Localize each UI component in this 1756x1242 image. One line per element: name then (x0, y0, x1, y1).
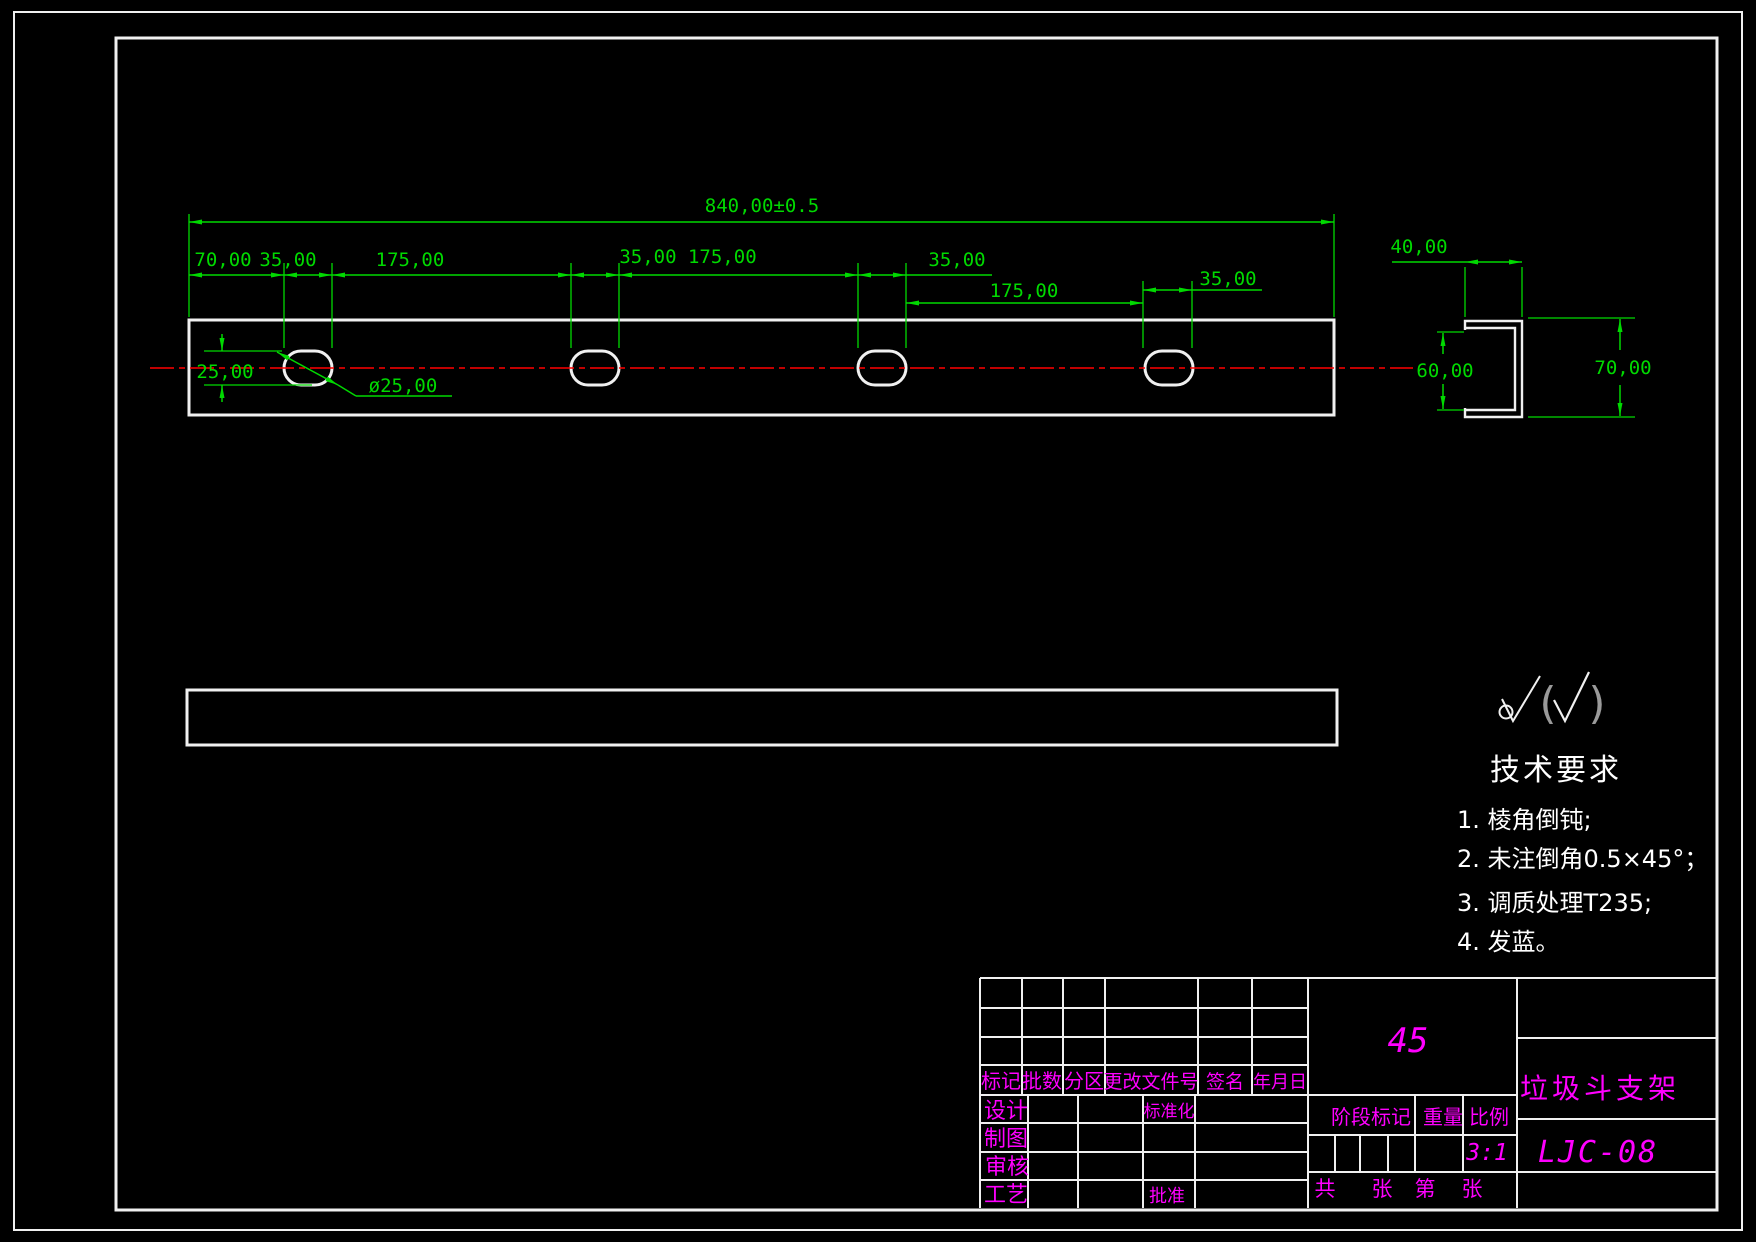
title-block-grid (979, 977, 1717, 1208)
paren-open: ( (1539, 678, 1556, 729)
tb-role-standardization: 标准化 (1144, 1102, 1195, 1122)
tb-header-date: 年月日 (1253, 1072, 1307, 1093)
dim-slot-height: 25,00 (196, 361, 253, 383)
tb-header-mark: 标记 (981, 1069, 1021, 1093)
tb-role-process: 工艺 (984, 1183, 1028, 1208)
title-block-texts: 标记 批数 分区 更改文件号 签名 年月日 设计 标准化 制图 审核 工艺 批准… (981, 1021, 1680, 1208)
dimension-arrows (189, 219, 1623, 416)
paren-close: ) (1588, 678, 1605, 729)
dim-pitch3: 175,00 (990, 280, 1059, 302)
tb-stage-mark: 阶段标记 (1331, 1105, 1411, 1129)
surface-roughness-note: ( ) (1498, 671, 1606, 729)
tb-role-design: 设计 (984, 1099, 1028, 1124)
tb-weight: 重量 (1423, 1105, 1463, 1129)
dim-slot2-pitch2: 35,00 175,00 (619, 246, 756, 268)
tb-header-count: 批数 (1022, 1069, 1062, 1093)
outer-frame (13, 11, 1743, 1231)
dim-slot-diameter: ø25,00 (369, 375, 438, 397)
dim-slot1-len: 35,00 (259, 249, 316, 271)
channel-outer-profile (1463, 319, 1524, 419)
tb-sheet-total-unit: 张 (1372, 1177, 1393, 1201)
tb-header-change-doc: 更改文件号 (1103, 1071, 1198, 1093)
tb-material: 45 (1388, 1021, 1429, 1061)
dim-pitch1: 175,00 (376, 249, 445, 271)
tb-role-check: 审核 (985, 1155, 1029, 1180)
roughness-rest-icon (1498, 675, 1541, 724)
dim-section-inner: 60,00 (1416, 360, 1473, 382)
dim-section-width: 40,00 (1390, 236, 1447, 258)
tb-header-zone: 分区 (1064, 1069, 1104, 1093)
slot-3 (856, 349, 908, 387)
tb-scale-label: 比例 (1469, 1105, 1509, 1129)
tech-req-heading: 技术要求 (1490, 753, 1622, 788)
dim-section-outer: 70,00 (1594, 357, 1651, 379)
tech-req-item-2: 2. 未注倒角0.5×45°； (1457, 845, 1708, 873)
dim-slot3-len: 35,00 (928, 249, 985, 271)
channel-inner-profile (1465, 326, 1517, 412)
front-view (150, 318, 1413, 417)
bottom-view (185, 688, 1339, 747)
dim-left-offset: 70,00 (194, 249, 251, 271)
tb-part-name: 垃圾斗支架 (1520, 1072, 1680, 1105)
dim-overall: 840,00±0.5 (705, 195, 819, 217)
tb-role-approve: 批准 (1149, 1186, 1185, 1207)
tech-req-item-4: 4. 发蓝。 (1457, 928, 1560, 956)
inner-frame (114, 36, 1719, 1212)
dimension-texts: 840,00±0.5 70,00 35,00 175,00 35,00 175,… (194, 195, 1651, 397)
tb-sheet-index-label: 第 (1415, 1177, 1436, 1201)
tb-sheet-total-label: 共 (1315, 1177, 1336, 1201)
tech-req-item-1: 1. 棱角倒钝; (1457, 806, 1592, 834)
roughness-check-icon (1553, 671, 1590, 724)
tb-scale-value: 3:1 (1465, 1140, 1508, 1166)
section-view (1463, 319, 1524, 419)
drawing-border (13, 11, 1743, 1231)
tech-req-item-3: 3. 调质处理T235; (1457, 889, 1652, 917)
tb-role-draft: 制图 (984, 1127, 1028, 1152)
tb-sheet-index-unit: 张 (1462, 1177, 1483, 1201)
technical-requirements: 技术要求 1. 棱角倒钝; 2. 未注倒角0.5×45°； 3. 调质处理T23… (1457, 753, 1708, 956)
dimension-lines: 840,00±0.5 70,00 35,00 175,00 35,00 175,… (188, 195, 1652, 418)
bottom-bar-outline (185, 688, 1339, 747)
title-block: 标记 批数 分区 更改文件号 签名 年月日 设计 标准化 制图 审核 工艺 批准… (979, 977, 1717, 1208)
tb-header-signature: 签名 (1206, 1071, 1244, 1093)
tb-drawing-no: LJC-08 (1538, 1135, 1658, 1170)
dim-slot4-len: 35,00 (1199, 268, 1256, 290)
